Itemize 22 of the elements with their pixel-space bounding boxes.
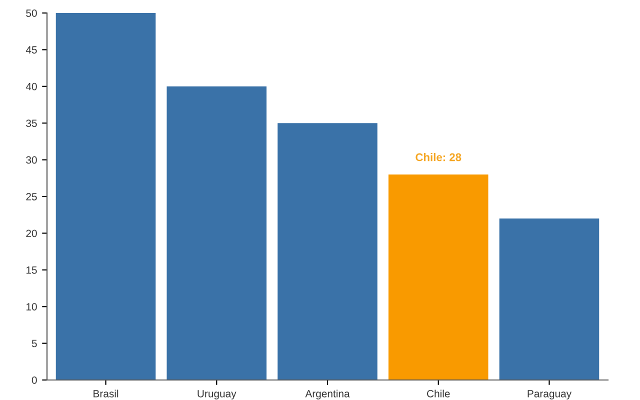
y-tick-label: 45 — [26, 46, 37, 54]
x-tick-label: Uruguay — [198, 390, 236, 400]
y-tick-label: 30 — [26, 156, 37, 164]
y-tick-label: 35 — [26, 120, 37, 127]
x-tick-label: Argentina — [305, 390, 350, 400]
annotation: Chile: 28 — [416, 153, 462, 162]
y-tick-label: 15 — [26, 266, 37, 274]
y-tick-label: 20 — [26, 230, 37, 238]
x-tick-label: Paraguay — [528, 390, 572, 400]
bar — [56, 13, 156, 380]
bar — [499, 218, 600, 380]
bar — [166, 86, 267, 380]
y-tick-label: 50 — [26, 10, 37, 17]
bar — [388, 174, 488, 380]
y-tick-label: 40 — [26, 82, 37, 90]
x-tick-label: Chile — [427, 390, 450, 398]
x-tick-label: Brasil — [94, 390, 118, 398]
y-tick-label: 25 — [26, 193, 37, 200]
y-tick-label: 0 — [32, 376, 37, 384]
bar — [278, 123, 378, 380]
y-tick-label: 10 — [26, 303, 37, 310]
y-tick-label: 5 — [32, 340, 37, 348]
